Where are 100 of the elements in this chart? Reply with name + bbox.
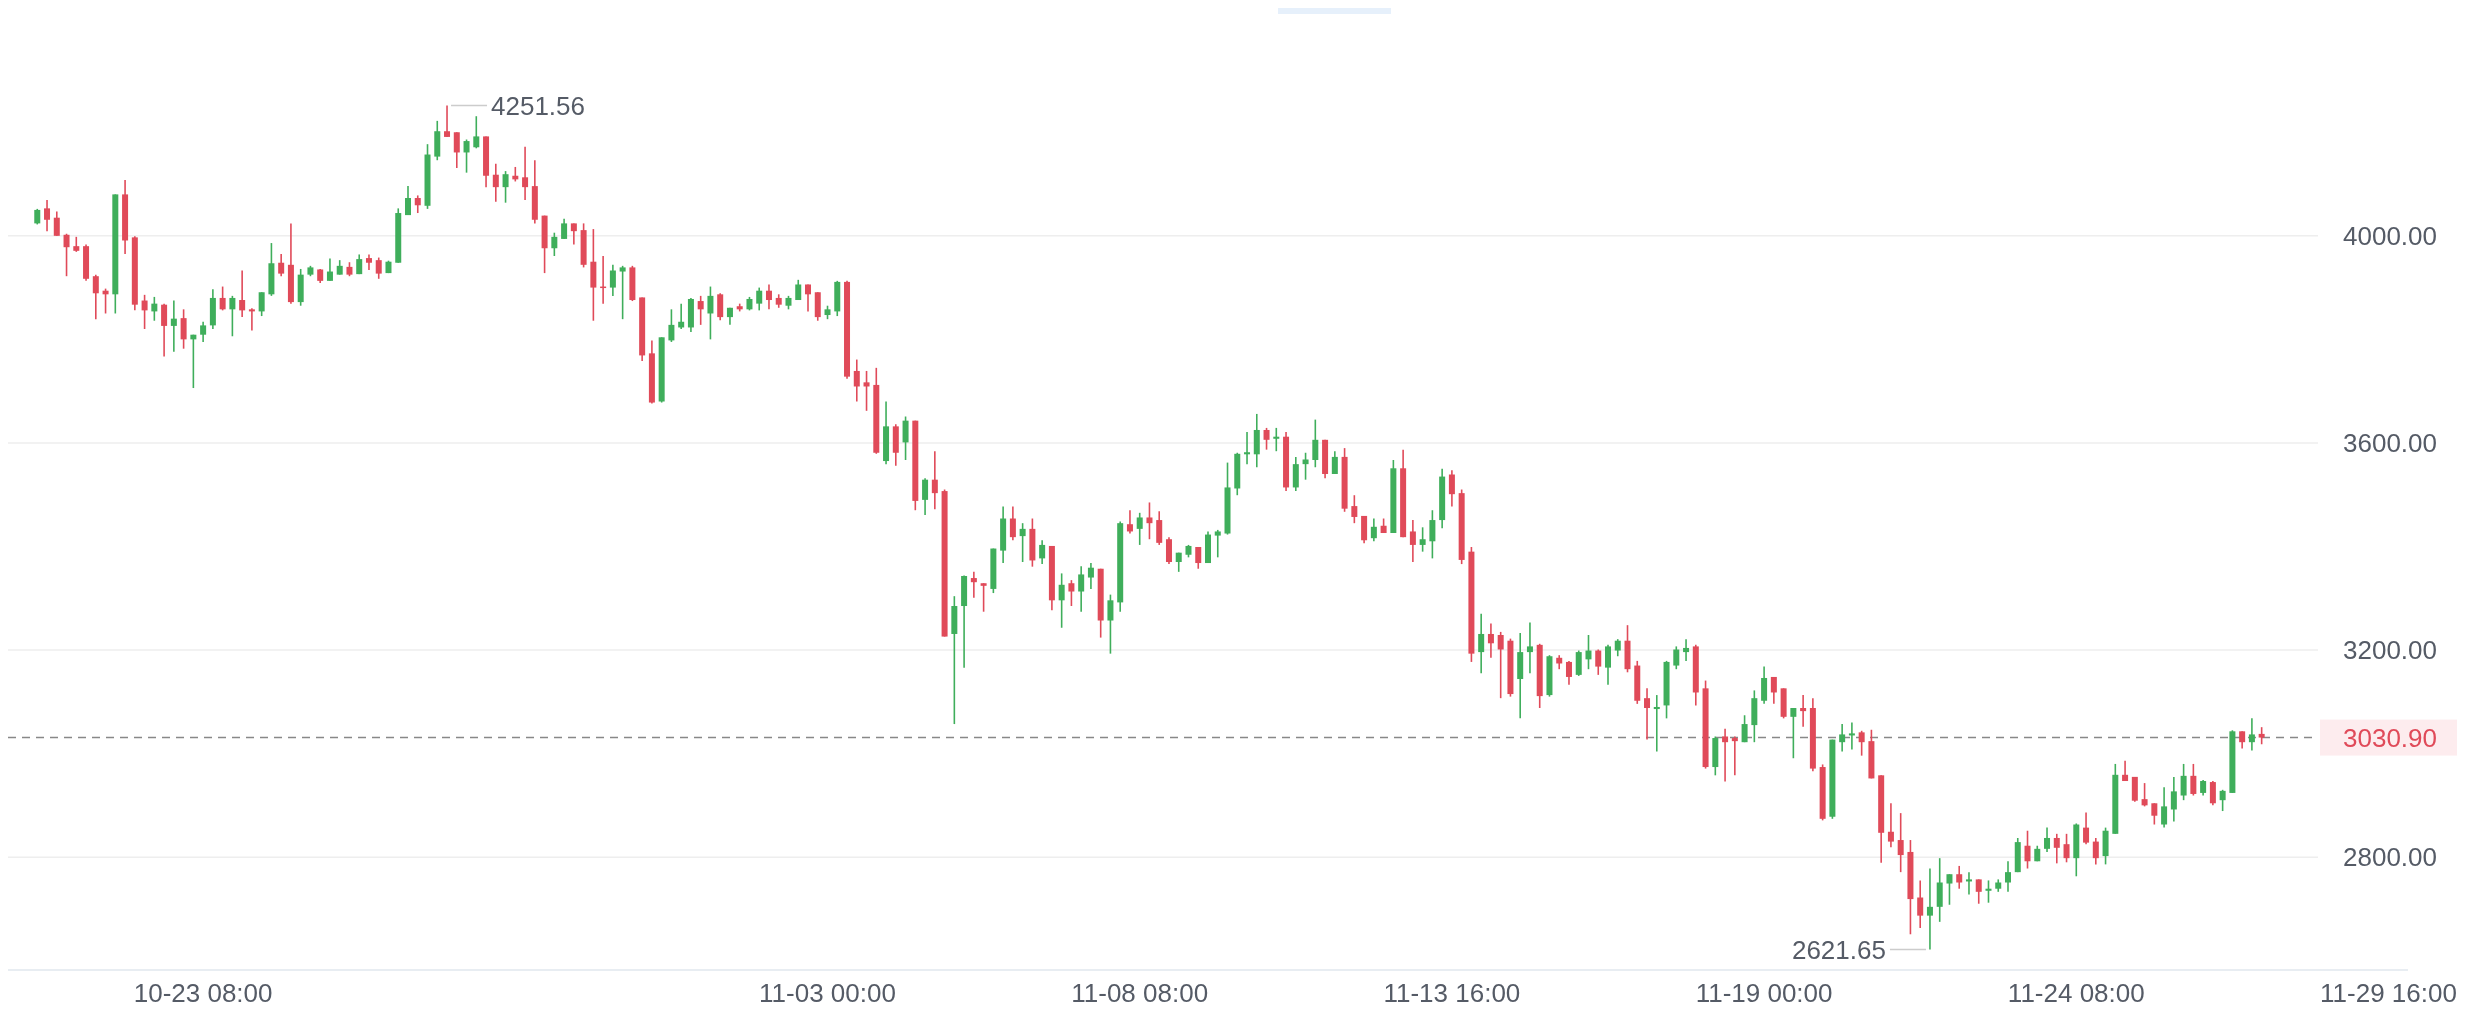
candlestick (707, 285, 714, 341)
candlestick (619, 265, 626, 320)
candlestick (609, 264, 616, 297)
candlestick (980, 582, 987, 613)
candlestick (1800, 694, 1807, 728)
candlestick (1605, 644, 1611, 686)
candlestick (1722, 727, 1729, 783)
candlestick (1965, 871, 1972, 896)
candlestick (1946, 873, 1953, 906)
candlestick (2180, 763, 2187, 801)
candlestick (453, 131, 460, 169)
candlestick (1292, 456, 1299, 492)
candlestick (2161, 786, 2168, 829)
candlestick (473, 115, 480, 150)
candlestick (161, 302, 168, 358)
candlestick (1302, 451, 1309, 481)
candlestick (1565, 660, 1572, 686)
candlestick (931, 450, 938, 510)
y-tick-label: 4000.00 (2343, 220, 2437, 251)
candlestick (1019, 522, 1026, 563)
candlestick (92, 273, 99, 320)
candlestick (2083, 811, 2090, 845)
candlestick (1068, 579, 1075, 607)
candlestick (141, 294, 148, 330)
candlestick (1575, 649, 1582, 677)
annotation: 2621.65 (1791, 934, 1886, 965)
y-tick-label: 3200.00 (2343, 635, 2437, 666)
candlestick (1917, 879, 1924, 929)
x-tick-label: 10-23 08:00 (133, 978, 273, 1008)
candlestick (2141, 782, 2148, 808)
candlestick (1526, 621, 1533, 675)
candlestick (922, 477, 929, 516)
candlestick (1312, 418, 1319, 469)
candlestick (1683, 638, 1690, 662)
x-tick-label: 11-08 08:00 (1071, 978, 1209, 1008)
candlestick (229, 295, 236, 338)
candlestick (1214, 529, 1221, 559)
candlestick (756, 286, 763, 312)
candlestick (2131, 776, 2138, 803)
candlestick (1956, 865, 1963, 890)
candlestick (1839, 723, 1846, 753)
candlestick (278, 253, 285, 277)
candlestick (1136, 512, 1143, 546)
candlestick (1409, 519, 1416, 563)
candlestick (375, 256, 382, 280)
candlestick (180, 308, 187, 350)
candlestick (219, 285, 226, 312)
candlestick (1887, 802, 1894, 849)
candlestick (2209, 780, 2216, 807)
candlestick (200, 320, 207, 343)
candlestick (1351, 494, 1358, 524)
candlestick (1644, 687, 1651, 741)
candlestick (1761, 665, 1768, 705)
candlestick (1741, 714, 1748, 743)
candlestick (444, 104, 451, 138)
candlestick (697, 295, 704, 326)
candlestick (853, 358, 860, 403)
x-tick-label: 11-29 16:00 (2320, 978, 2457, 1008)
candlestick (1448, 469, 1455, 508)
candlestick (463, 138, 470, 174)
candlestick (1039, 539, 1046, 565)
candlestick (2190, 763, 2197, 797)
candlestick (44, 199, 51, 232)
candlestick (1058, 572, 1065, 629)
candlestick (970, 571, 977, 599)
candlestick (668, 308, 675, 343)
candlestick (1429, 509, 1436, 560)
x-tick-label: 11-13 16:00 (1383, 978, 1521, 1008)
candlestick (1673, 645, 1680, 670)
candlestick (1858, 729, 1865, 757)
candlestick (1156, 510, 1163, 546)
candlestick (1087, 562, 1094, 590)
candlestick (2005, 860, 2011, 893)
candlestick (2044, 826, 2051, 853)
annotation: 4251.56 (491, 90, 586, 121)
candlestick (1595, 648, 1602, 676)
candlestick (405, 185, 411, 216)
candlestick (1731, 735, 1738, 777)
candlestick (258, 291, 265, 317)
candlestick (1165, 536, 1172, 565)
candlestick (2053, 833, 2060, 865)
candlestick (1975, 878, 1982, 905)
candlestick (326, 257, 333, 282)
candlestick (1653, 694, 1660, 753)
candlestick (239, 269, 246, 318)
candlestick (1146, 501, 1153, 541)
candlestick (1331, 450, 1338, 475)
x-tick-label: 11-19 00:00 (1695, 978, 1833, 1008)
candlestick (1497, 631, 1504, 699)
candlestick (522, 145, 529, 201)
candlestick (1926, 867, 1933, 951)
candlestick (1009, 505, 1016, 542)
candlestick (53, 210, 60, 237)
candlestick (492, 163, 499, 203)
x-tick-label: 11-03 00:00 (759, 978, 896, 1008)
candlestick (863, 370, 870, 412)
ref-line-label: 3030.90 (2343, 722, 2437, 753)
candlestick (2024, 829, 2031, 870)
candlestick (1770, 676, 1777, 705)
candlestick (1419, 526, 1426, 553)
